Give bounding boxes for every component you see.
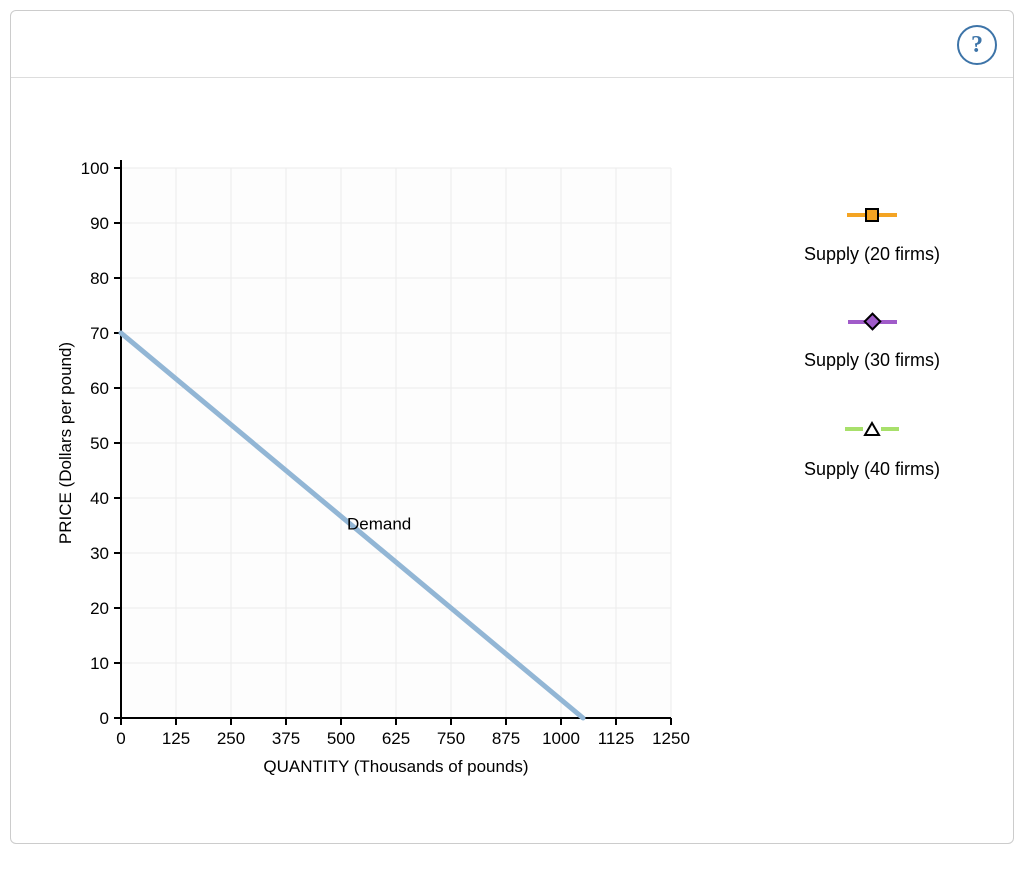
help-icon: ? [971, 33, 983, 57]
svg-text:125: 125 [162, 729, 190, 748]
svg-text:10: 10 [90, 654, 109, 673]
legend-item-1[interactable]: Supply (30 firms) [751, 315, 993, 371]
legend-item-0[interactable]: Supply (20 firms) [751, 208, 993, 265]
svg-text:90: 90 [90, 214, 109, 233]
x-axis-label: QUANTITY (Thousands of pounds) [263, 757, 528, 776]
svg-text:500: 500 [327, 729, 355, 748]
legend-label: Supply (30 firms) [751, 350, 993, 371]
demand-chart: 0102030405060708090100012525037550062575… [51, 158, 711, 798]
svg-text:1125: 1125 [598, 729, 635, 748]
svg-text:1000: 1000 [542, 729, 580, 748]
svg-text:250: 250 [217, 729, 245, 748]
svg-text:0: 0 [100, 709, 109, 728]
svg-text:30: 30 [90, 544, 109, 563]
svg-text:375: 375 [272, 729, 300, 748]
svg-text:1250: 1250 [652, 729, 690, 748]
help-button[interactable]: ? [957, 25, 997, 65]
y-axis-label: PRICE (Dollars per pound) [56, 342, 75, 544]
svg-text:50: 50 [90, 434, 109, 453]
svg-text:750: 750 [437, 729, 465, 748]
legend-marker [751, 421, 993, 437]
svg-text:40: 40 [90, 489, 109, 508]
legend-marker [751, 208, 993, 222]
legend-label: Supply (40 firms) [751, 459, 993, 480]
series-label-demand: Demand [347, 515, 411, 534]
triangle-icon [863, 421, 881, 437]
svg-text:70: 70 [90, 324, 109, 343]
panel-body: 0102030405060708090100012525037550062575… [11, 78, 1013, 843]
chart-panel: ? 01020304050607080901000125250375500625… [10, 10, 1014, 844]
svg-text:625: 625 [382, 729, 410, 748]
svg-text:0: 0 [116, 729, 125, 748]
legend-marker [751, 315, 993, 328]
legend-label: Supply (20 firms) [751, 244, 993, 265]
legend-item-2[interactable]: Supply (40 firms) [751, 421, 993, 480]
legend: Supply (20 firms) Supply (30 firms) Supply… [711, 118, 993, 803]
svg-text:100: 100 [81, 159, 109, 178]
panel-header: ? [11, 11, 1013, 78]
diamond-icon [863, 312, 881, 330]
svg-text:875: 875 [492, 729, 520, 748]
chart-area: 0102030405060708090100012525037550062575… [31, 118, 711, 803]
svg-text:80: 80 [90, 269, 109, 288]
svg-text:20: 20 [90, 599, 109, 618]
svg-text:60: 60 [90, 379, 109, 398]
square-icon [865, 208, 879, 222]
